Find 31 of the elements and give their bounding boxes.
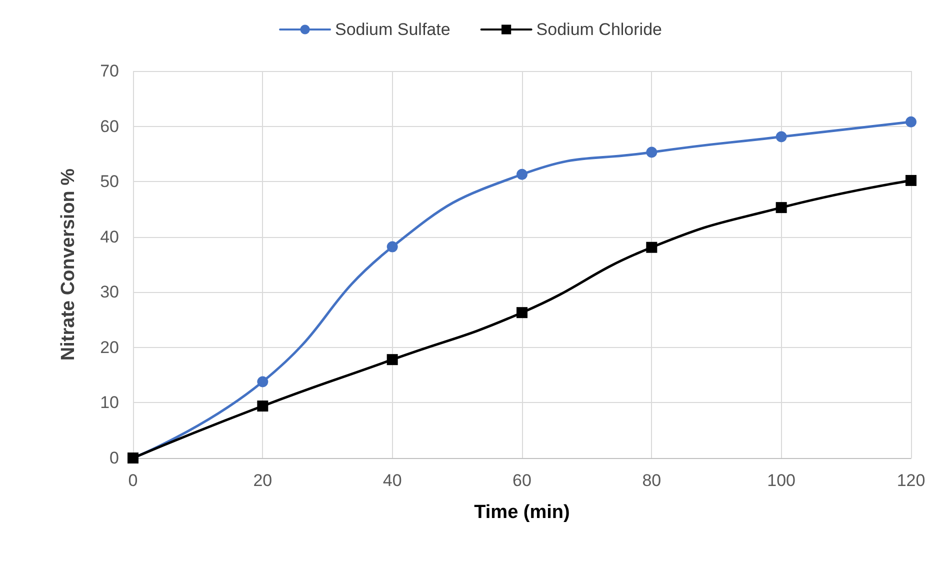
y-tick-label: 40 — [100, 227, 119, 246]
point — [257, 400, 268, 412]
point — [386, 354, 398, 366]
y-tick-label: 0 — [110, 448, 119, 468]
point — [646, 242, 658, 253]
y-tick-label: 10 — [100, 393, 119, 412]
y-tick-label: 60 — [100, 116, 119, 136]
point — [386, 241, 398, 252]
point — [516, 168, 528, 180]
point — [906, 116, 916, 128]
y-tick-label: 70 — [100, 62, 119, 80]
point — [516, 307, 528, 318]
x-tick-label: 0 — [128, 471, 138, 490]
point — [776, 202, 787, 214]
point — [257, 376, 268, 388]
y-axis-title: Nitrate Conversion % — [58, 168, 79, 361]
y-tick-label: 50 — [100, 172, 119, 192]
point — [646, 146, 658, 158]
legend-label: Sodium Chloride — [536, 20, 662, 39]
legend-label: Sodium Sulfate — [335, 20, 450, 39]
x-tick-label: 20 — [253, 471, 272, 490]
x-tick-label: 60 — [512, 471, 532, 490]
point — [776, 131, 787, 142]
x-tick-label: 120 — [896, 471, 926, 490]
x-tick-label: 40 — [382, 471, 402, 490]
x-axis-title: Time (min) — [474, 502, 570, 523]
y-tick-label: 20 — [100, 338, 119, 357]
y-tick-label: 30 — [100, 282, 119, 302]
x-tick-label: 80 — [642, 471, 662, 490]
x-tick-label: 100 — [767, 471, 796, 490]
point — [906, 174, 916, 186]
